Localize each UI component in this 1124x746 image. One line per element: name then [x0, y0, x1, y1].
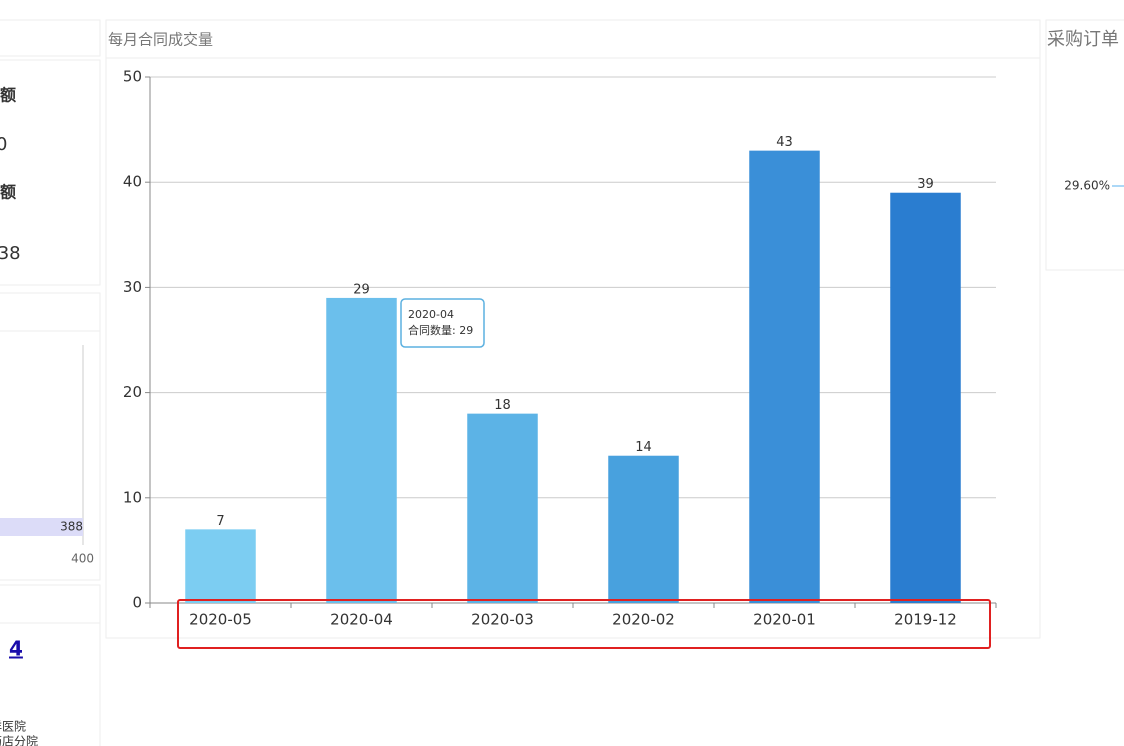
value-label: 14 — [635, 440, 652, 455]
panel — [0, 59, 101, 286]
tooltip-title: 2020-04 — [408, 308, 454, 321]
x-tick-label: 2020-04 — [330, 611, 393, 629]
value-label: 18 — [494, 398, 511, 413]
panel — [0, 622, 101, 746]
panel — [0, 292, 101, 332]
value-label: 7 — [216, 514, 224, 529]
panel — [1045, 19, 1124, 271]
x-tick-label: 2020-03 — [471, 611, 534, 629]
y-tick-label: 0 — [132, 594, 142, 612]
panel-title: 采购订单 — [1047, 29, 1119, 50]
panel — [0, 330, 101, 581]
bar — [326, 297, 397, 603]
list-item: 药店分院 — [0, 735, 38, 746]
x-tick-label: 2020-05 — [189, 611, 252, 629]
axis-label: 400 — [71, 552, 94, 566]
chart-panel — [105, 57, 1041, 639]
value-label: 29 — [353, 282, 370, 297]
pie-label: 29.60% — [1064, 179, 1110, 193]
stat-label: 额 — [0, 86, 16, 105]
value-label: 39 — [917, 177, 934, 192]
stat-value: .38 — [0, 243, 21, 264]
y-tick-label: 30 — [123, 278, 142, 296]
bar — [749, 150, 820, 603]
stat-value: 0 — [0, 134, 7, 155]
bar-label: 388 — [60, 520, 83, 534]
panel — [0, 584, 101, 624]
highlight-box — [177, 599, 991, 649]
x-tick-label: 2020-01 — [753, 611, 816, 629]
panel — [0, 19, 101, 57]
tooltip-box — [400, 298, 485, 348]
chart-title: 每月合同成交量 — [108, 31, 213, 49]
bar — [0, 518, 83, 536]
tooltip-text: 合同数量: 29 — [408, 323, 473, 337]
y-tick-label: 20 — [123, 383, 142, 401]
list-item: 洋医院 — [0, 719, 26, 734]
value-label: 43 — [776, 135, 793, 150]
y-tick-label: 50 — [123, 68, 142, 86]
bar — [608, 455, 679, 603]
tooltip: 2020-04 合同数量: 29 — [400, 298, 485, 348]
y-tick-label: 40 — [123, 173, 142, 191]
stat-label: 金额 — [0, 183, 16, 202]
chart: 0 10 20 30 40 50 2020-05 7 2020-04 29 2020-03 18 202… — [123, 68, 997, 629]
y-tick-label: 10 — [123, 488, 142, 506]
bar — [467, 413, 538, 603]
x-tick-label: 2020-02 — [612, 611, 675, 629]
link[interactable]: 4 — [9, 637, 23, 661]
x-tick-label: 2019-12 — [894, 611, 957, 629]
panel-header — [105, 19, 1041, 59]
bar — [890, 192, 961, 603]
bar — [185, 529, 256, 603]
